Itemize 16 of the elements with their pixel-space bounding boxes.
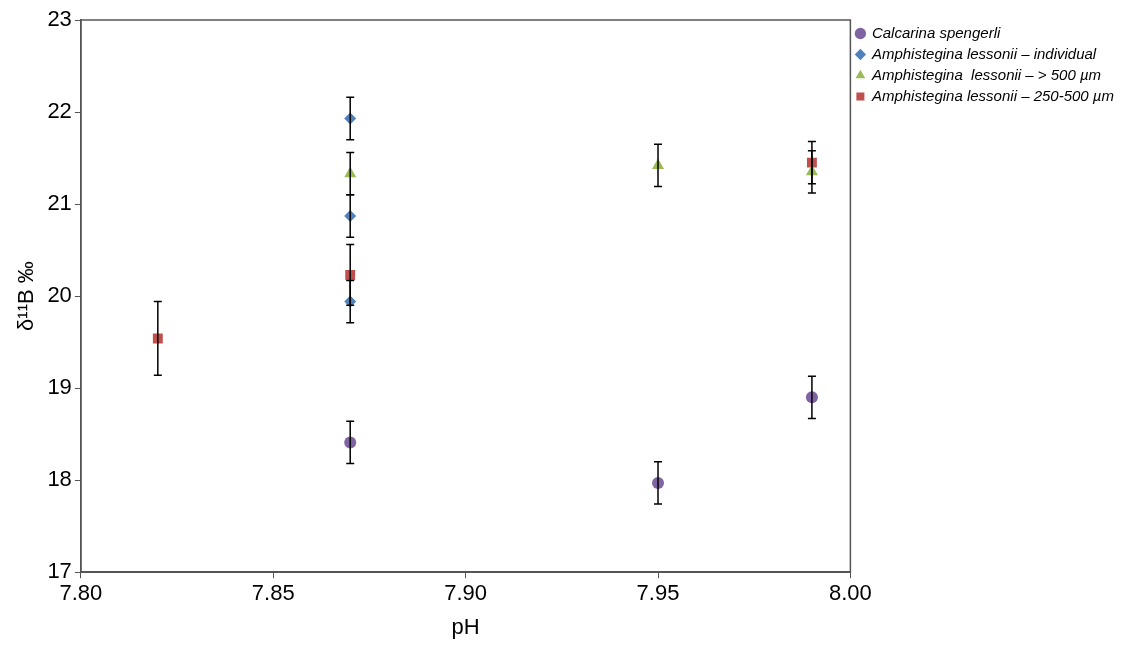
- legend-label: Amphistegina lessonii – 250-500 µm: [870, 86, 1114, 104]
- x-tick-label: 8.00: [828, 580, 872, 606]
- legend-label: Calcarina spengerli: [871, 23, 1001, 41]
- y-tick-label: 21: [47, 190, 72, 216]
- x-tick-label: 7.85: [251, 580, 295, 606]
- y-tick-label: 22: [47, 98, 72, 124]
- legend-label: Amphistegina lessonii – individual: [870, 44, 1097, 62]
- y-tick-label: 23: [47, 6, 72, 32]
- x-axis-title: pH: [451, 613, 480, 639]
- y-tick-label: 19: [47, 374, 72, 400]
- x-tick-label: 7.95: [636, 580, 680, 606]
- y-tick-label: 20: [47, 282, 72, 308]
- legend-label: Amphistegina lessonii – > 500 µm: [870, 65, 1102, 83]
- y-tick-label: 18: [47, 466, 72, 492]
- y-axis-title: δ¹¹B ‰: [13, 261, 39, 331]
- x-tick-label: 7.90: [444, 580, 488, 606]
